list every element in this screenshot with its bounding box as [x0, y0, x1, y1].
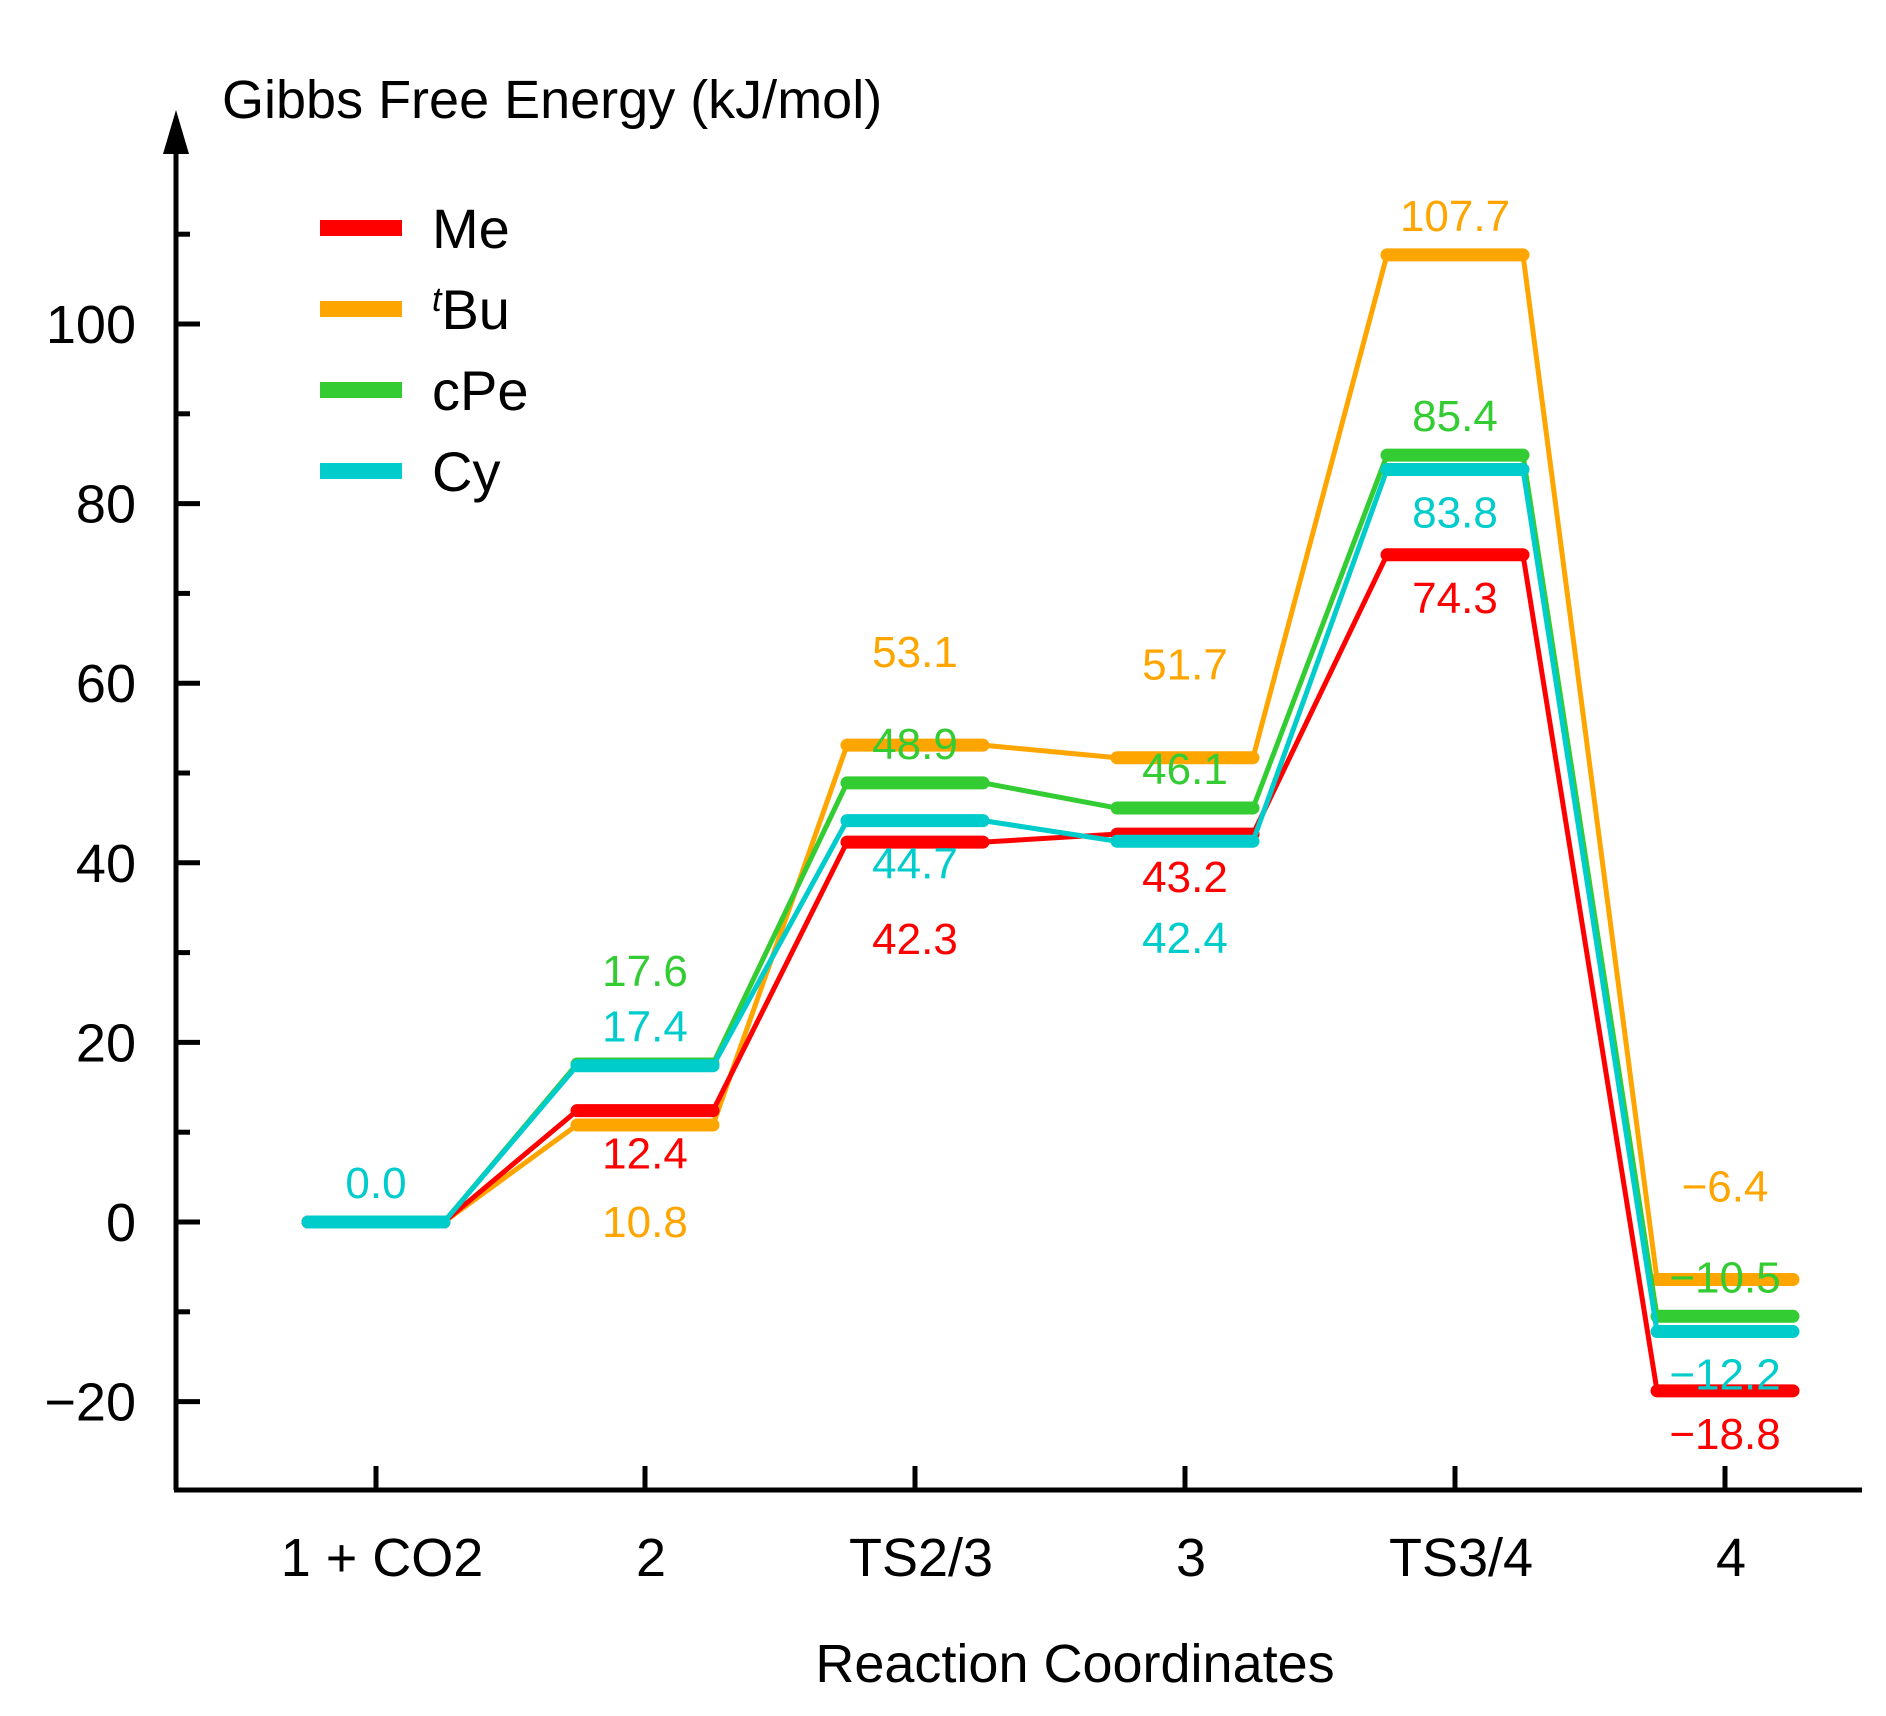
- y-tick-label: 60: [76, 654, 136, 714]
- data-label: 51.7: [1142, 641, 1228, 690]
- y-tick-label: 40: [76, 834, 136, 894]
- data-label: −6.4: [1682, 1162, 1769, 1211]
- data-label: 46.1: [1142, 745, 1228, 794]
- y-tick-label: 20: [76, 1013, 136, 1073]
- data-labels-group: 0.0 17.6 17.4 12.4 10.8 53.1 48.9 44.7 42.3 51.7 4…: [345, 192, 1780, 1459]
- data-label: −12.2: [1669, 1351, 1780, 1400]
- connector-line: [1250, 466, 1390, 844]
- connector-line: [1520, 252, 1660, 1282]
- connector-line: [441, 1063, 580, 1225]
- series-me: [301, 548, 1800, 1398]
- x-category-label: 3: [1176, 1528, 1206, 1588]
- x-category-label: 1 + CO2: [281, 1528, 484, 1588]
- data-label: 12.4: [602, 1130, 688, 1179]
- data-label: 10.8: [602, 1198, 688, 1247]
- connector-line: [980, 780, 1120, 811]
- data-label: 74.3: [1412, 574, 1498, 623]
- series-lines-group: [301, 248, 1800, 1398]
- y-ticks-group: −20 0 20 40 60 80 100: [44, 231, 200, 1433]
- axes-group: −20 0 20 40 60 80 100 1 + CO2 2 TS2/3 3 TS3/4 4: [44, 110, 1862, 1588]
- data-label: 17.6: [602, 947, 688, 996]
- connector-line: [1250, 252, 1390, 761]
- data-label: −18.8: [1669, 1410, 1780, 1459]
- data-label: −10.5: [1669, 1253, 1780, 1302]
- connector-line: [1520, 552, 1660, 1394]
- data-label: 85.4: [1412, 392, 1498, 441]
- y-tick-label: 100: [46, 295, 136, 355]
- x-category-label: TS2/3: [849, 1528, 993, 1588]
- series-cy: [301, 462, 1800, 1339]
- connector-line: [710, 818, 850, 1069]
- data-label: 0.0: [345, 1159, 406, 1208]
- x-category-label: 4: [1716, 1528, 1746, 1588]
- connector-line: [710, 780, 850, 1067]
- x-axis-title: Reaction Coordinates: [815, 1634, 1334, 1694]
- x-category-label: TS3/4: [1389, 1528, 1533, 1588]
- data-label: 107.7: [1400, 192, 1510, 241]
- legend-label: Me: [432, 197, 510, 260]
- connector-line: [710, 839, 850, 1114]
- y-tick-label: −20: [44, 1373, 136, 1433]
- y-tick-label: 0: [106, 1193, 136, 1253]
- data-label: 48.9: [872, 720, 958, 769]
- legend-label: Cy: [432, 440, 500, 503]
- data-label: 17.4: [602, 1003, 688, 1052]
- x-ticks-group: 1 + CO2 2 TS2/3 3 TS3/4 4: [281, 1466, 1746, 1588]
- connector-line: [1250, 452, 1390, 811]
- y-axis-title: Gibbs Free Energy (kJ/mol): [222, 70, 882, 130]
- data-label: 44.7: [872, 840, 958, 889]
- connector-line: [1520, 466, 1660, 1335]
- data-label: 43.2: [1142, 853, 1228, 902]
- connector-line: [980, 742, 1120, 761]
- legend-label: cPe: [432, 359, 529, 422]
- data-label: 83.8: [1412, 488, 1498, 537]
- connector-line: [441, 1108, 580, 1225]
- y-tick-label: 80: [76, 475, 136, 535]
- data-label: 42.3: [872, 915, 958, 964]
- connector-line: [1250, 552, 1390, 837]
- data-label: 53.1: [872, 628, 958, 677]
- connector-line: [980, 818, 1120, 844]
- legend-label: tBu: [432, 278, 510, 341]
- data-label: 42.4: [1142, 914, 1228, 963]
- legend: Me tBu cPe Cy: [320, 197, 529, 503]
- series-cpe: [301, 448, 1800, 1323]
- x-category-label: 2: [636, 1528, 666, 1588]
- y-axis-arrow-icon: [163, 110, 189, 154]
